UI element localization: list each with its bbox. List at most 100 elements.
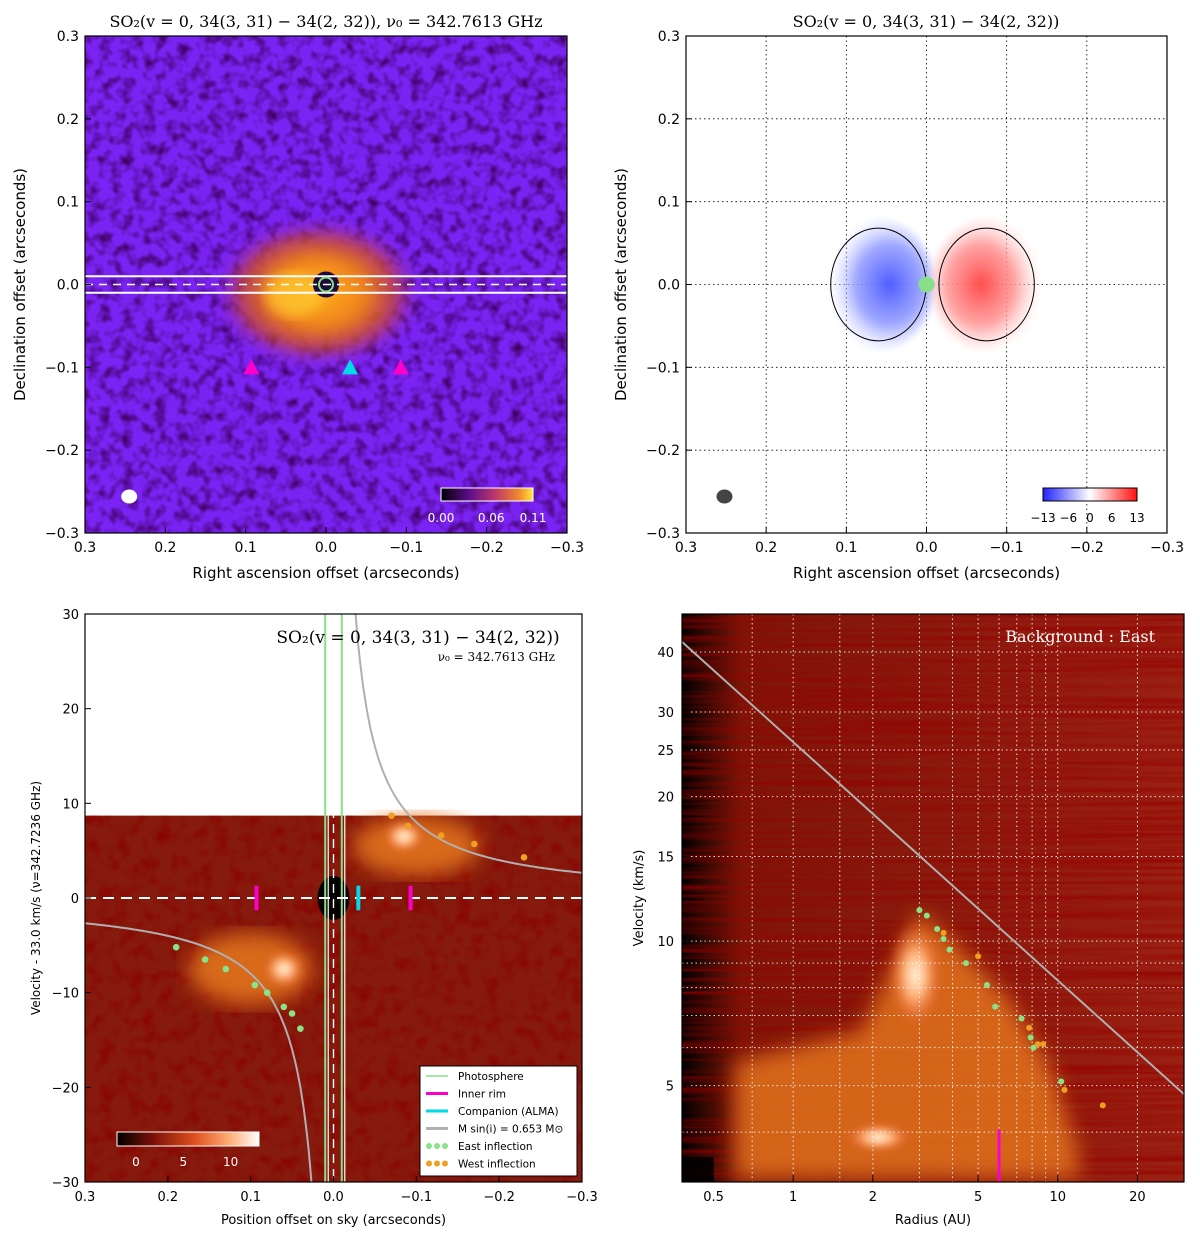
legend: Photosphere Inner rim Companion (ALMA) M si… bbox=[419, 1065, 578, 1177]
y-tick-label: 0.2 bbox=[57, 112, 79, 128]
west-inflection-point bbox=[388, 812, 395, 819]
west-inflection-point bbox=[940, 929, 947, 936]
y-tick-label: 10 bbox=[62, 797, 79, 812]
legend-label: Photosphere bbox=[458, 1071, 524, 1083]
x-axis-label: Position offset on sky (arcseconds) bbox=[221, 1213, 446, 1228]
legend-label: East inflection bbox=[458, 1141, 533, 1153]
y-tick-label: 15 bbox=[657, 851, 674, 866]
x-tick-label: −0.3 bbox=[566, 1190, 598, 1205]
y-tick-label: 0.1 bbox=[658, 195, 680, 211]
x-tick-label: 2 bbox=[869, 1190, 877, 1205]
panel-a-image: 0.00 0.06 0.11 bbox=[85, 36, 567, 533]
y-tick-label: 0 bbox=[71, 892, 79, 907]
colorbar bbox=[1042, 487, 1138, 502]
x-tick-label: 0.3 bbox=[675, 540, 697, 556]
inner-rim-marker bbox=[243, 359, 260, 375]
east-inflection-point bbox=[992, 1003, 999, 1010]
west-inflection-point bbox=[404, 822, 412, 830]
x-tick-label: 0.3 bbox=[74, 540, 96, 556]
panel-d-image: Background : East bbox=[682, 614, 1184, 1182]
blue-emission-peak bbox=[261, 949, 306, 989]
y-tick-label: 5 bbox=[666, 1080, 674, 1095]
west-inflection-point bbox=[1034, 1041, 1041, 1048]
east-inflection-point bbox=[1018, 1015, 1025, 1022]
colorbar-tick-label: 0.06 bbox=[478, 511, 505, 525]
y-tick-label: 40 bbox=[657, 646, 674, 661]
model-curve-red bbox=[354, 614, 582, 874]
y-axis-label: Velocity - 33.0 km/s (ν=342.7236 GHz) bbox=[29, 781, 43, 1015]
legend-box bbox=[419, 1065, 578, 1177]
east-inflection-point bbox=[963, 960, 970, 967]
y-axis-label: Declination offset (arcseconds) bbox=[612, 168, 630, 401]
x-tick-label: 0.1 bbox=[235, 540, 257, 556]
y-tick-label: 0.2 bbox=[658, 112, 680, 128]
colorbar-tick-label: −6 bbox=[1059, 511, 1077, 525]
east-inflection-point bbox=[1030, 1044, 1037, 1051]
colorbar-tick-label: 10 bbox=[223, 1155, 238, 1169]
colorbar-tick-label: 0.11 bbox=[520, 511, 547, 525]
legend-label: Inner rim bbox=[458, 1089, 506, 1101]
keplerian-line bbox=[682, 641, 1184, 1095]
east-inflection-point bbox=[923, 912, 930, 919]
y-tick-label: 10 bbox=[657, 935, 674, 950]
x-tick-label: 0.1 bbox=[835, 540, 857, 556]
west-inflection-point bbox=[1061, 1086, 1068, 1093]
y-tick-label: −20 bbox=[52, 1081, 79, 1096]
model-curve-blue bbox=[85, 922, 313, 1182]
east-inflection-point bbox=[1027, 1034, 1034, 1041]
x-tick-label: 5 bbox=[974, 1190, 982, 1205]
panel-d-frame bbox=[681, 613, 1185, 1183]
x-tick-label: 0.1 bbox=[240, 1190, 261, 1205]
x-tick-label: 0.2 bbox=[157, 1190, 178, 1205]
x-tick-label: −0.2 bbox=[483, 1190, 515, 1205]
redshifted-lobe bbox=[930, 218, 1043, 351]
blueshifted-lobe bbox=[822, 218, 935, 351]
x-tick-label: −0.1 bbox=[990, 540, 1024, 556]
legend-swatch-dot bbox=[434, 1143, 440, 1149]
east-inflection-point bbox=[297, 1025, 304, 1032]
y-tick-label: −10 bbox=[52, 987, 79, 1002]
east-inflection-point bbox=[940, 936, 947, 943]
y-tick-label: 0.0 bbox=[57, 278, 79, 294]
east-inflection-point bbox=[172, 943, 180, 951]
y-tick-label: 30 bbox=[657, 706, 674, 721]
x-tick-label: 0.0 bbox=[315, 540, 337, 556]
panel-d-annotation: Background : East bbox=[1005, 627, 1155, 646]
beam-ellipse bbox=[716, 489, 733, 504]
y-tick-label: 0.3 bbox=[57, 29, 79, 45]
x-tick-label: 0.3 bbox=[75, 1190, 96, 1205]
y-tick-label: −0.1 bbox=[646, 360, 680, 376]
y-tick-label: 30 bbox=[62, 608, 79, 623]
beam-ellipse bbox=[121, 489, 138, 504]
colorbar-tick-label: 13 bbox=[1129, 511, 1144, 525]
west-inflection-point bbox=[1026, 1024, 1033, 1031]
colorbar-tick-label: 0 bbox=[132, 1155, 140, 1169]
panel-b-title: SO₂(v = 0, 34(3, 31) − 34(2, 32)) bbox=[793, 12, 1060, 31]
west-inflection-point bbox=[520, 853, 528, 861]
east-inflection-point bbox=[222, 965, 230, 973]
panel-c: 0 5 10 Photosphere Inner rim Companion (ALMA)… bbox=[29, 608, 598, 1228]
y-tick-label: −0.2 bbox=[646, 443, 680, 459]
emission-peak bbox=[265, 272, 322, 317]
east-inflection-point bbox=[251, 981, 259, 989]
red-emission-peak bbox=[381, 818, 426, 855]
emission-peak-lower bbox=[844, 1121, 913, 1154]
y-tick-label: −0.3 bbox=[45, 526, 79, 542]
y-tick-label: 20 bbox=[657, 791, 674, 806]
colorbar-tick-label: −13 bbox=[1030, 511, 1055, 525]
east-inflection-point bbox=[263, 989, 271, 996]
x-tick-label: 1 bbox=[789, 1190, 797, 1205]
legend-swatch-dot bbox=[426, 1160, 432, 1167]
y-axis-label: Declination offset (arcseconds) bbox=[11, 168, 29, 401]
x-tick-label: 10 bbox=[1049, 1190, 1066, 1205]
colorbar-tick-label: 0.00 bbox=[428, 511, 455, 525]
legend-swatch-dot bbox=[442, 1143, 448, 1149]
x-tick-label: 0.2 bbox=[154, 540, 176, 556]
x-tick-label: 0.5 bbox=[703, 1190, 724, 1205]
panel-c-subtitle: ν₀ = 342.7613 GHz bbox=[438, 650, 555, 664]
colorbar-tick-label: 6 bbox=[1108, 511, 1116, 525]
photosphere-marker bbox=[318, 276, 334, 293]
east-inflection-point bbox=[280, 1003, 288, 1011]
colorbar-tick-label: 0 bbox=[1086, 511, 1094, 525]
